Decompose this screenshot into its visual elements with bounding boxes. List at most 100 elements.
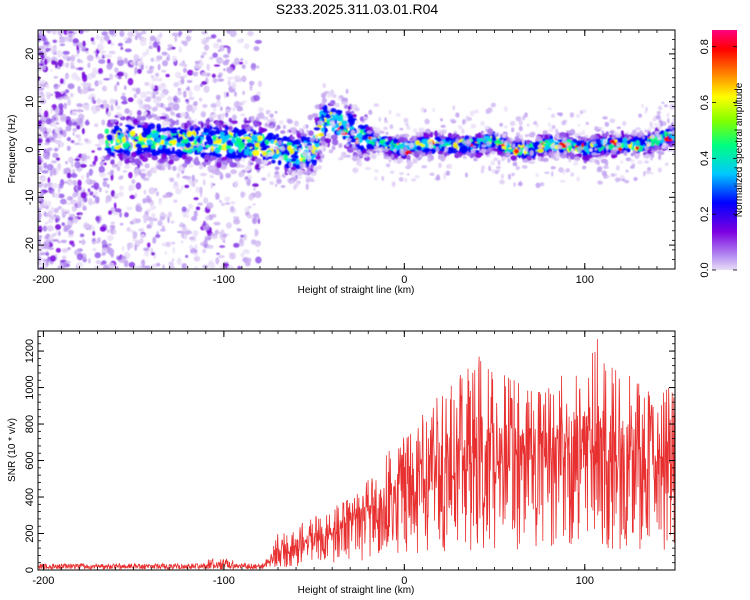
heatmap-noise-cell: [226, 66, 234, 74]
heatmap-noise-cell: [40, 166, 43, 171]
heatmap-halo-cell: [487, 107, 493, 113]
heatmap-halo-cell: [594, 147, 598, 151]
heatmap-noise-cell: [240, 234, 245, 238]
heatmap-noise-cell: [104, 54, 112, 59]
heatmap-noise-cell: [57, 193, 65, 199]
heatmap-noise-cell: [137, 68, 142, 74]
heatmap-ridge-cell: [510, 155, 517, 161]
heatmap-noise-cell: [77, 136, 82, 143]
heatmap-noise-cell: [106, 111, 112, 117]
heatmap-halo-cell: [286, 130, 289, 134]
heatmap-noise-cell: [144, 81, 150, 86]
heatmap-noise-cell: [50, 68, 53, 72]
colorbar-tick-label: 0.0: [699, 262, 711, 277]
heatmap-noise-cell: [53, 75, 59, 79]
heatmap-ridge-cell: [212, 141, 220, 145]
heatmap-noise-cell: [70, 173, 78, 178]
heatmap-halo-cell: [353, 107, 360, 112]
heatmap-halo-cell: [299, 127, 303, 134]
heatmap-noise-cell: [65, 125, 72, 132]
heatmap-noise-cell: [227, 76, 235, 80]
heatmap-noise-cell: [87, 62, 91, 69]
spectrogram-y-tick-label: 20: [24, 48, 36, 60]
heatmap-ridge-cell: [565, 130, 571, 134]
heatmap-noise-cell: [149, 219, 154, 227]
heatmap-noise-cell: [97, 133, 104, 141]
heatmap-noise-cell: [81, 238, 85, 246]
heatmap-halo-cell: [658, 119, 663, 124]
heatmap-halo-cell: [575, 113, 581, 118]
heatmap-ridge-cell: [295, 164, 301, 170]
heatmap-halo-cell: [342, 114, 348, 121]
heatmap-ridge-cell: [484, 125, 490, 130]
spectrogram-y-tick-label: 10: [24, 96, 36, 108]
heatmap-halo-cell: [374, 145, 380, 149]
heatmap-ridge-cell: [138, 136, 144, 142]
heatmap-noise-cell: [55, 91, 62, 100]
heatmap-noise-cell: [52, 239, 59, 242]
heatmap-noise-cell: [206, 63, 210, 71]
heatmap-halo-cell: [503, 125, 508, 129]
heatmap-ridge-cell: [475, 152, 482, 159]
heatmap-noise-cell: [139, 238, 144, 244]
heatmap-noise-cell: [65, 209, 70, 215]
heatmap-halo-cell: [308, 151, 312, 155]
heatmap-noise-cell: [164, 251, 168, 255]
heatmap-noise-cell: [179, 62, 186, 67]
heatmap-noise-cell: [56, 134, 63, 139]
heatmap-noise-cell: [174, 71, 182, 79]
heatmap-noise-cell: [62, 255, 67, 260]
heatmap-ridge-cell: [119, 122, 123, 127]
heatmap-halo-cell: [264, 123, 270, 128]
heatmap-noise-cell: [249, 80, 255, 86]
heatmap-ridge-cell: [256, 135, 263, 142]
heatmap-noise-cell: [254, 228, 258, 233]
heatmap-halo-cell: [652, 118, 656, 122]
heatmap-ridge-cell: [393, 159, 398, 163]
heatmap-halo-cell: [376, 152, 381, 156]
heatmap-halo-cell: [299, 162, 306, 168]
heatmap-ridge-cell: [150, 144, 156, 149]
heatmap-ridge-cell: [666, 118, 670, 124]
heatmap-halo-cell: [329, 120, 335, 125]
heatmap-noise-cell: [97, 67, 103, 74]
heatmap-noise-cell: [58, 230, 61, 237]
heatmap-ridge-cell: [172, 156, 180, 161]
heatmap-ridge-cell: [254, 163, 261, 171]
heatmap-halo-cell: [581, 165, 587, 170]
heatmap-noise-cell: [148, 45, 153, 50]
heatmap-ridge-cell: [219, 131, 225, 137]
heatmap-noise-cell: [180, 184, 184, 191]
heatmap-noise-cell: [226, 233, 230, 237]
heatmap-halo-cell: [420, 153, 426, 156]
heatmap-halo-cell: [461, 128, 465, 135]
heatmap-noise-cell: [121, 100, 128, 105]
heatmap-noise-cell: [252, 213, 260, 218]
heatmap-halo-cell: [429, 172, 435, 176]
heatmap-ridge-cell: [315, 155, 323, 160]
heatmap-noise-cell: [49, 255, 57, 262]
heatmap-ridge-cell: [177, 165, 183, 173]
heatmap-halo-cell: [651, 126, 655, 130]
heatmap-halo-cell: [406, 173, 410, 176]
heatmap-ridge-cell: [326, 120, 330, 125]
heatmap-halo-cell: [404, 177, 408, 183]
heatmap-noise-cell: [123, 36, 128, 41]
heatmap-noise-cell: [161, 51, 168, 56]
heatmap-halo-cell: [616, 126, 622, 130]
heatmap-noise-cell: [140, 91, 147, 99]
heatmap-ridge-cell: [440, 147, 446, 152]
heatmap-noise-cell: [252, 183, 259, 188]
heatmap-noise-cell: [41, 121, 46, 128]
heatmap-noise-cell: [167, 211, 173, 218]
heatmap-halo-cell: [500, 139, 504, 143]
heatmap-ridge-cell: [241, 138, 245, 143]
heatmap-noise-cell: [72, 121, 78, 126]
heatmap-noise-cell: [256, 216, 260, 220]
heatmap-noise-cell: [101, 260, 107, 265]
heatmap-noise-cell: [67, 234, 75, 238]
heatmap-halo-cell: [544, 151, 547, 156]
heatmap-ridge-cell: [226, 139, 233, 146]
heatmap-halo-cell: [428, 144, 434, 150]
heatmap-halo-cell: [547, 107, 552, 111]
